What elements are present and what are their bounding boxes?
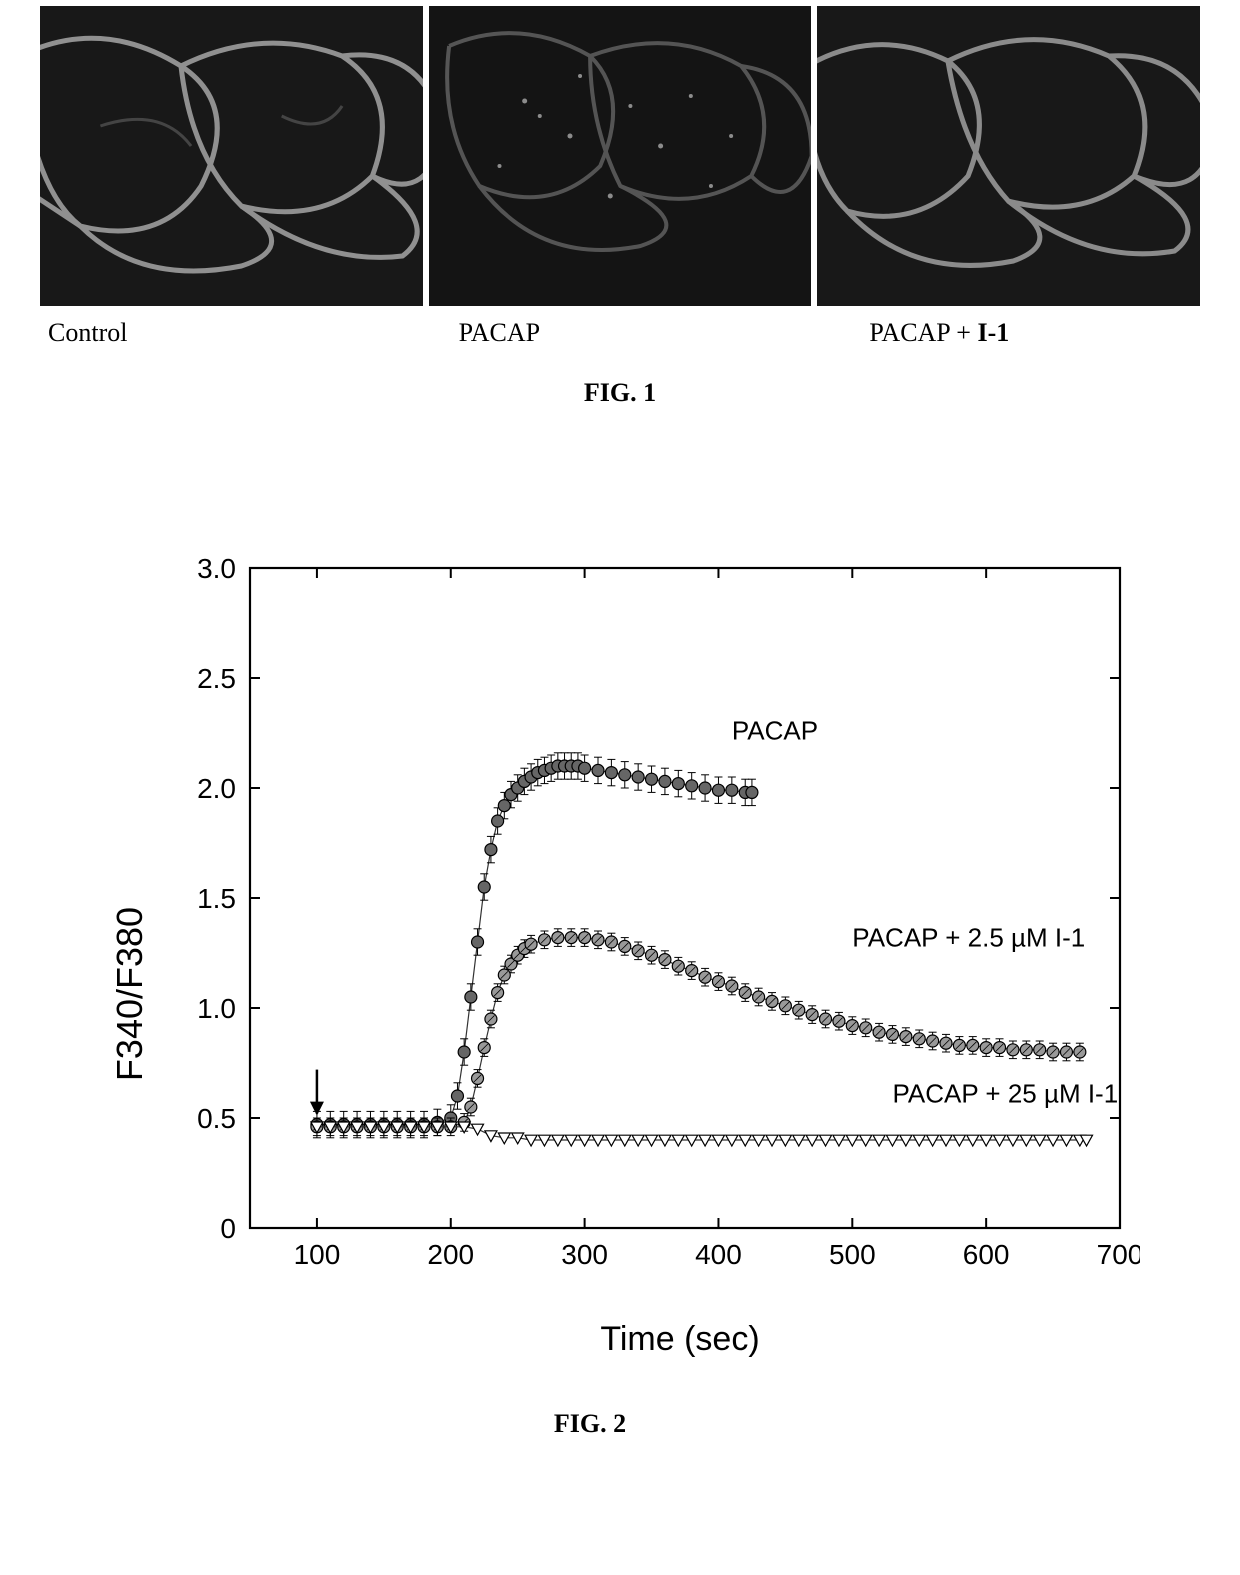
svg-text:PACAP: PACAP <box>732 716 818 746</box>
svg-text:100: 100 <box>294 1239 341 1270</box>
fig2-ylabel: F340/F380 <box>109 906 151 1080</box>
fig1-image-row <box>40 6 1200 306</box>
fig2-caption: FIG. 2 <box>40 1409 1140 1439</box>
fig1-panel-pacap <box>429 6 812 306</box>
fig1-label-pacap-i1: PACAP + I-1 <box>789 318 1200 348</box>
fig1-panel-control <box>40 6 423 306</box>
svg-text:PACAP + 2.5 µM I-1: PACAP + 2.5 µM I-1 <box>852 922 1085 952</box>
fig2-xlabel: Time (sec) <box>220 1320 1140 1359</box>
svg-text:1.0: 1.0 <box>197 993 236 1024</box>
svg-text:600: 600 <box>963 1239 1010 1270</box>
svg-text:500: 500 <box>829 1239 876 1270</box>
fig2-plot: 0 0.5 1.0 1.5 2.0 2.5 3.0 100 200 300 400 500 600 700… <box>160 548 1140 1308</box>
svg-text:200: 200 <box>427 1239 474 1270</box>
svg-text:2.0: 2.0 <box>197 773 236 804</box>
fig1-caption: FIG. 1 <box>40 378 1200 408</box>
svg-text:400: 400 <box>695 1239 742 1270</box>
svg-text:300: 300 <box>561 1239 608 1270</box>
svg-text:700: 700 <box>1097 1239 1140 1270</box>
fig1-label-pacap: PACAP <box>379 318 790 348</box>
fig1-labels-row: Control PACAP PACAP + I-1 <box>40 318 1200 348</box>
fig1-label-control: Control <box>40 318 379 348</box>
fig2: F340/F380 00.51.01.52.02.53.010020030040… <box>160 548 1140 1439</box>
svg-text:0.5: 0.5 <box>197 1103 236 1134</box>
svg-text:1.5: 1.5 <box>197 883 236 914</box>
fig1: Control PACAP PACAP + I-1 FIG. 1 <box>40 6 1200 408</box>
svg-text:PACAP + 25 µM I-1: PACAP + 25 µM I-1 <box>892 1079 1118 1109</box>
svg-text:2.5: 2.5 <box>197 663 236 694</box>
svg-text:3.0: 3.0 <box>197 553 236 584</box>
svg-text:0: 0 <box>220 1213 236 1244</box>
fig1-panel-pacap-i1 <box>817 6 1200 306</box>
